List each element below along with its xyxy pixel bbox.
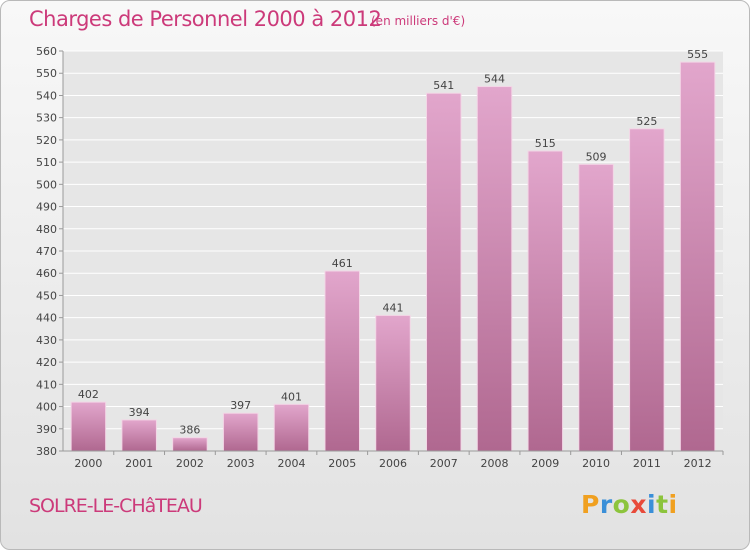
data-label-2011: 525 <box>636 115 657 128</box>
y-tick-label: 460 <box>36 267 57 280</box>
x-tick-label-2001: 2001 <box>125 457 153 470</box>
x-tick-label-2007: 2007 <box>430 457 458 470</box>
y-tick-label: 400 <box>36 401 57 414</box>
x-tick-label-2011: 2011 <box>633 457 661 470</box>
x-tick-label-2012: 2012 <box>684 457 712 470</box>
bar-2009 <box>527 150 564 452</box>
bar-2002 <box>172 437 208 452</box>
bar-2010 <box>578 163 614 452</box>
y-tick-label: 450 <box>36 289 57 302</box>
y-tick-label: 530 <box>36 112 57 125</box>
y-tick-label: 440 <box>36 312 57 325</box>
data-label-2000: 402 <box>78 388 99 401</box>
bar-2008 <box>476 86 513 452</box>
logo-letter: o <box>612 490 631 519</box>
data-label-2012: 555 <box>687 48 708 61</box>
chart-title: Charges de Personnel 2000 à 2012 <box>29 7 382 31</box>
logo-letter: i <box>647 490 657 519</box>
bar-2003 <box>222 412 259 452</box>
x-tick-label-2010: 2010 <box>582 457 610 470</box>
data-label-2004: 401 <box>281 390 302 403</box>
x-tick-label-2005: 2005 <box>328 457 356 470</box>
data-labels: 402 394 386 397 401 461 441 541 544 515 509 525 555 <box>78 48 708 437</box>
data-label-2008: 544 <box>484 73 505 86</box>
chart-subtitle: (en milliers d'€) <box>371 14 466 28</box>
y-tick-label: 550 <box>36 67 57 80</box>
bar-2012 <box>679 61 716 452</box>
y-tick-label: 510 <box>36 156 57 169</box>
bar-2001 <box>121 419 157 452</box>
data-label-2003: 397 <box>230 399 251 412</box>
y-tick-label: 420 <box>36 356 57 369</box>
y-axis-ticks: 380 390 400 410 420 430 440 450 460 470 480 490 500 5… <box>36 45 63 458</box>
y-tick-label: 470 <box>36 245 57 258</box>
y-tick-label: 430 <box>36 334 57 347</box>
y-tick-label: 490 <box>36 201 57 214</box>
data-label-2009: 515 <box>535 137 556 150</box>
x-tick-label-2004: 2004 <box>277 457 305 470</box>
y-tick-label: 390 <box>36 423 57 436</box>
y-tick-label: 540 <box>36 89 57 102</box>
bar-2007 <box>426 92 462 452</box>
data-label-2007: 541 <box>433 79 454 92</box>
data-label-2010: 509 <box>586 150 607 163</box>
bar-2004 <box>273 403 310 452</box>
data-label-2001: 394 <box>129 406 150 419</box>
commune-name: SOLRE-LE-CHâTEAU <box>29 495 203 517</box>
logo-letter: t <box>656 490 669 519</box>
data-label-2006: 441 <box>383 301 404 314</box>
bar-2011 <box>629 128 665 452</box>
bar-2000 <box>70 401 107 452</box>
x-axis-ticks: 2000 2001 2002 2003 2004 2005 2006 2007 2008 2009… <box>74 451 724 470</box>
data-label-2002: 386 <box>179 424 200 437</box>
y-tick-label: 520 <box>36 134 57 147</box>
x-tick-label-2006: 2006 <box>379 457 407 470</box>
x-tick-label-2000: 2000 <box>74 457 102 470</box>
x-tick-label-2002: 2002 <box>176 457 204 470</box>
bar-2006 <box>375 314 411 452</box>
y-tick-label: 480 <box>36 223 57 236</box>
bars <box>70 61 716 452</box>
y-tick-label: 500 <box>36 178 57 191</box>
logo-letter: i <box>668 490 678 519</box>
data-label-2005: 461 <box>332 257 353 270</box>
y-tick-label: 560 <box>36 45 57 58</box>
logo-letter: P <box>581 490 600 519</box>
bar-2005 <box>324 270 360 452</box>
x-tick-label-2009: 2009 <box>531 457 559 470</box>
proxiti-logo: Proxiti <box>581 490 678 519</box>
x-tick-label-2003: 2003 <box>227 457 255 470</box>
logo-letter: x <box>630 490 647 519</box>
y-tick-label: 410 <box>36 378 57 391</box>
logo-letter: r <box>599 490 613 519</box>
y-tick-label: 380 <box>36 445 57 458</box>
x-tick-label-2008: 2008 <box>481 457 509 470</box>
